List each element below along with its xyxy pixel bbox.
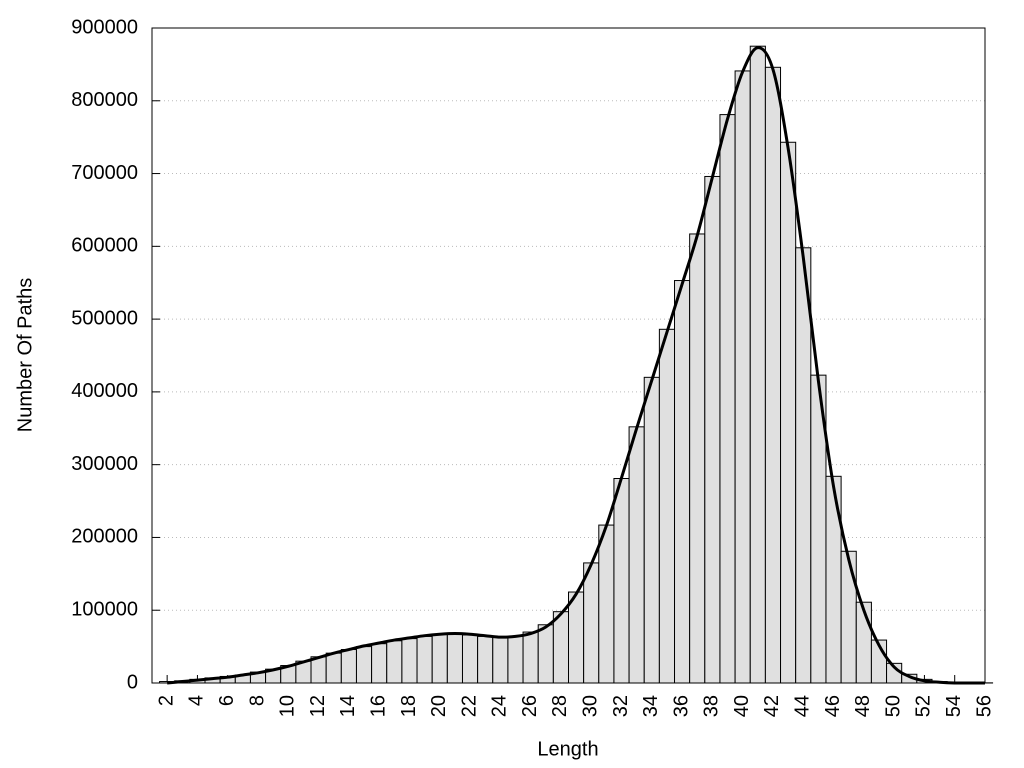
bar	[416, 635, 433, 684]
x-tick-label: 20	[428, 695, 450, 717]
bar	[689, 233, 706, 684]
x-tick-label: 42	[761, 695, 783, 717]
bar	[795, 247, 812, 684]
bar	[628, 426, 645, 684]
x-tick-label: 8	[246, 695, 268, 706]
x-tick-label: 2	[155, 695, 177, 706]
bar	[840, 550, 857, 684]
bar	[340, 649, 357, 684]
x-tick-label: 28	[549, 695, 571, 717]
bar	[780, 141, 797, 684]
bar	[537, 624, 554, 684]
bar	[477, 635, 494, 684]
x-tick-label: 40	[731, 695, 753, 717]
y-tick-label: 700000	[71, 162, 138, 184]
bar	[325, 652, 342, 684]
bar	[658, 328, 676, 684]
bar	[825, 475, 842, 684]
bar	[446, 633, 463, 684]
x-tick-label: 48	[852, 695, 874, 717]
x-tick-label: 4	[186, 695, 208, 706]
bar	[734, 70, 751, 684]
x-tick-label: 50	[882, 695, 904, 717]
bar	[643, 376, 660, 684]
x-tick-label: 34	[640, 695, 662, 717]
y-tick-label: 400000	[71, 380, 138, 402]
x-axis-label: Length	[537, 738, 598, 760]
bar	[552, 611, 570, 684]
fit-curve	[167, 46, 985, 685]
bar	[522, 631, 539, 684]
x-tick-label: 12	[307, 695, 329, 717]
x-tick-label: 10	[277, 695, 299, 717]
bar	[613, 477, 630, 684]
bar	[764, 66, 782, 684]
y-axis-label: Number Of Paths	[14, 278, 36, 433]
bar	[492, 636, 509, 684]
y-tick-label: 900000	[71, 16, 138, 38]
bar	[674, 280, 691, 684]
x-tick-label: 46	[822, 695, 844, 717]
bar	[568, 591, 585, 684]
x-tick-label: 44	[792, 695, 814, 717]
y-tick-label: 800000	[71, 89, 138, 111]
x-tick-label: 52	[913, 695, 935, 717]
x-tick-label: 38	[701, 695, 723, 717]
y-tick-label: 300000	[71, 453, 138, 475]
x-tick-label: 54	[943, 695, 965, 717]
bar	[371, 643, 388, 684]
x-tick-label: 6	[216, 695, 238, 706]
bar	[386, 640, 403, 684]
y-tick-label: 500000	[71, 307, 138, 329]
y-tick-label: 100000	[71, 599, 138, 621]
bar	[583, 562, 600, 684]
x-tick-label: 16	[367, 695, 389, 717]
x-tick-label: 56	[973, 695, 995, 717]
y-tick-label: 200000	[71, 526, 138, 548]
x-tick-label: 32	[610, 695, 632, 717]
y-tick-label: 600000	[71, 235, 138, 257]
y-tick-label: 0	[127, 671, 138, 693]
bar	[461, 634, 479, 684]
bar	[719, 114, 736, 684]
x-tick-label: 26	[519, 695, 541, 717]
x-tick-label: 30	[579, 695, 601, 717]
bar	[310, 656, 327, 684]
x-tick-label: 24	[489, 695, 511, 717]
plot-frame	[151, 27, 986, 684]
bar	[598, 524, 615, 684]
x-tick-label: 36	[670, 695, 692, 717]
bar	[507, 635, 524, 684]
bar	[401, 638, 418, 684]
x-tick-label: 14	[337, 695, 359, 717]
x-tick-label: 18	[398, 695, 420, 717]
bar	[431, 633, 448, 684]
bar	[355, 646, 373, 684]
bar	[749, 45, 766, 684]
bar	[704, 175, 721, 684]
x-tick-label: 22	[458, 695, 480, 717]
